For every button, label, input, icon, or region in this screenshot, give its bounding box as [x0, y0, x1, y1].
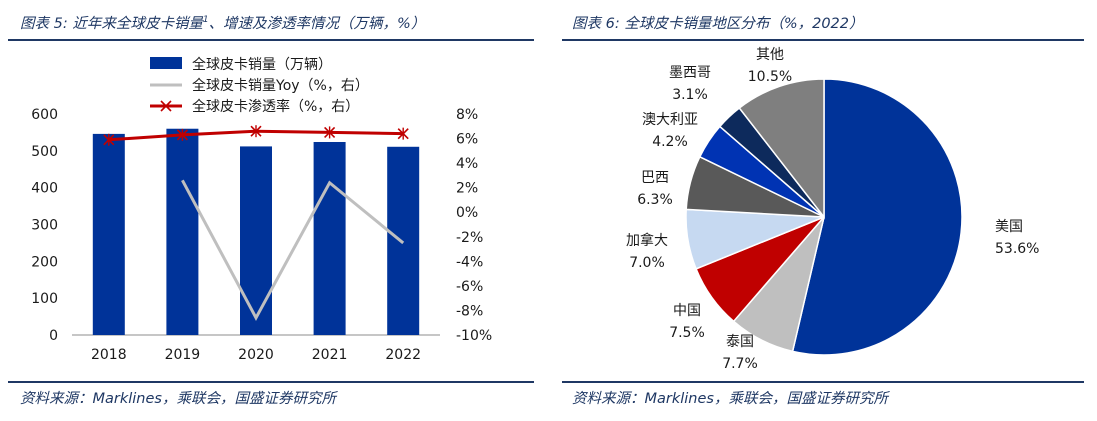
combo-chart: 0 100 200 300 400 500 600 -10% -8% -6% -4% -2% 0% 2% 4… [31, 56, 492, 363]
pie-slice-value-label: 7.0% [629, 255, 665, 271]
pie-slice-value-label: 7.7% [722, 356, 758, 372]
pie-slice-label: 中国 [673, 303, 701, 319]
penetration-marker [397, 127, 409, 140]
sales-bar [240, 146, 272, 335]
x-axis-tick-label: 2021 [312, 347, 348, 363]
pie-slice-value-label: 10.5% [748, 69, 792, 85]
right-source-note: 资料来源：Marklines，乘联会，国盛证券研究所 [572, 391, 888, 407]
right-axis-tick-label: 6% [456, 132, 478, 148]
right-axis-tick-label: 0% [456, 205, 478, 221]
right-axis-tick-label: 8% [456, 107, 478, 123]
right-axis-tick-label: -2% [456, 230, 483, 246]
pie-slice-value-label: 4.2% [652, 134, 688, 150]
sales-bar [387, 146, 420, 335]
pie-slice-value-label: 3.1% [672, 87, 708, 103]
pie-slice-label: 澳大利亚 [642, 112, 698, 128]
left-title-tail: 、增速及渗透率情况（万辆，%） [208, 16, 426, 32]
penetration-marker [324, 126, 336, 139]
right-bottom-rule [562, 381, 1084, 383]
left-title-footnote-mark: 1 [202, 15, 209, 26]
pie-slice [738, 78, 825, 220]
left-figure-panel: 图表 5: 近年来全球皮卡销量1、增速及渗透率情况（万辆，%） 0 100 200 3… [0, 0, 534, 421]
pie-slice-label: 美国 [995, 219, 1023, 235]
pie-slice-value-label: 6.3% [637, 192, 673, 208]
left-bottom-rule [8, 381, 534, 383]
penetration-marker [176, 128, 188, 141]
left-top-rule [8, 39, 534, 41]
right-axis-tick-label: -8% [456, 303, 483, 319]
legend-label-penetration: 全球皮卡渗透率（%，右） [192, 98, 359, 115]
left-axis-tick-label: 100 [31, 291, 58, 307]
sales-bar [166, 128, 199, 335]
x-axis-tick-label: 2020 [238, 347, 274, 363]
right-axis-tick-label: 4% [456, 156, 478, 172]
pie-slice-value-label: 7.5% [669, 325, 705, 341]
left-title-text: 图表 5: 近年来全球皮卡销量 [20, 16, 203, 32]
right-top-rule [562, 39, 1084, 41]
left-axis-tick-label: 200 [31, 254, 58, 270]
pie-slice-value-label: 53.6% [995, 241, 1039, 257]
right-axis-tick-label: 2% [456, 181, 478, 197]
left-axis-tick-label: 500 [31, 144, 58, 160]
x-axis-tick-label: 2018 [91, 347, 127, 363]
right-axis-tick-label: -4% [456, 254, 483, 270]
left-figure-title: 图表 5: 近年来全球皮卡销量1、增速及渗透率情况（万辆，%） [20, 12, 425, 33]
right-axis-tick-label: -10% [456, 328, 492, 344]
yoy-line [181, 179, 405, 321]
x-axis-tick-label: 2022 [385, 347, 421, 363]
x-axis-tick-label: 2019 [165, 347, 201, 363]
sales-bar [313, 141, 346, 335]
legend-label-sales: 全球皮卡销量（万辆） [192, 56, 332, 73]
penetration-marker [103, 133, 115, 146]
legend-marker-penetration [160, 100, 172, 112]
pie-slice-label: 泰国 [726, 334, 754, 350]
pie-slice [791, 78, 963, 356]
pie-slice-label: 巴西 [641, 170, 669, 186]
left-axis-tick-label: 600 [31, 107, 58, 123]
pie-chart: 美国 53.6% 泰国 7.7% 中国 7.5% 加拿大 7.0% 巴西 6.3% 澳大利亚 4.2%… [626, 47, 1039, 372]
right-figure-panel: 图表 6: 全球皮卡销量地区分布（%，2022） 美国 53.6% 泰国 7.7% 中国… [562, 0, 1097, 421]
left-axis-tick-label: 0 [49, 328, 58, 344]
pie-slice-label: 其他 [756, 47, 784, 63]
right-figure-title: 图表 6: 全球皮卡销量地区分布（%，2022） [572, 16, 864, 32]
pie-slice-label: 加拿大 [626, 232, 668, 249]
legend-swatch-sales [150, 57, 182, 69]
penetration-marker [250, 125, 262, 138]
right-axis-tick-label: -6% [456, 279, 483, 295]
left-axis-tick-label: 300 [31, 218, 58, 234]
pie-slice-label: 墨西哥 [669, 65, 711, 81]
left-source-note: 资料来源：Marklines，乘联会，国盛证券研究所 [20, 391, 336, 407]
left-axis-tick-label: 400 [31, 181, 58, 197]
sales-bar [92, 133, 125, 335]
legend-label-yoy: 全球皮卡销量Yoy（%，右） [192, 77, 369, 94]
